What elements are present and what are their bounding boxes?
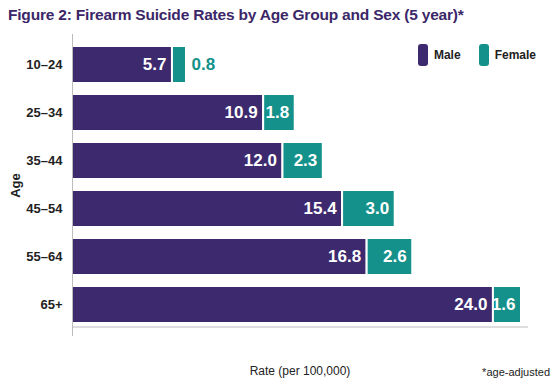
svg-text:45–54: 45–54	[26, 201, 63, 216]
svg-text:2.3: 2.3	[294, 151, 318, 170]
svg-text:12.0: 12.0	[244, 151, 277, 170]
svg-text:55–64: 55–64	[26, 249, 63, 264]
svg-text:3.0: 3.0	[366, 199, 390, 218]
svg-text:5.7: 5.7	[143, 55, 167, 74]
html-text:Female: Female	[494, 48, 536, 62]
svg-text:65+: 65+	[40, 297, 62, 312]
svg-text:10–24: 10–24	[26, 57, 63, 72]
svg-text:1.8: 1.8	[266, 103, 290, 122]
svg-text:2.6: 2.6	[383, 247, 407, 266]
svg-text:16.8: 16.8	[328, 247, 361, 266]
svg-text:Age: Age	[8, 173, 23, 198]
html-text:*age-adjusted: *age-adjusted	[482, 366, 550, 378]
html-text:Rate (per 100,000): Rate (per 100,000)	[249, 364, 351, 378]
svg-text:1.6: 1.6	[492, 295, 516, 314]
svg-text:24.0: 24.0	[454, 295, 487, 314]
svg-text:0.8: 0.8	[192, 55, 216, 74]
html-text:Male: Male	[434, 48, 461, 62]
svg-text:15.4: 15.4	[303, 199, 337, 218]
svg-text:35–44: 35–44	[26, 153, 63, 168]
html-text:Figure 2: Firearm Suicide Rate: Figure 2: Firearm Suicide Rates by Age G…	[8, 6, 464, 23]
svg-text:25–34: 25–34	[26, 105, 63, 120]
svg-text:10.9: 10.9	[225, 103, 258, 122]
